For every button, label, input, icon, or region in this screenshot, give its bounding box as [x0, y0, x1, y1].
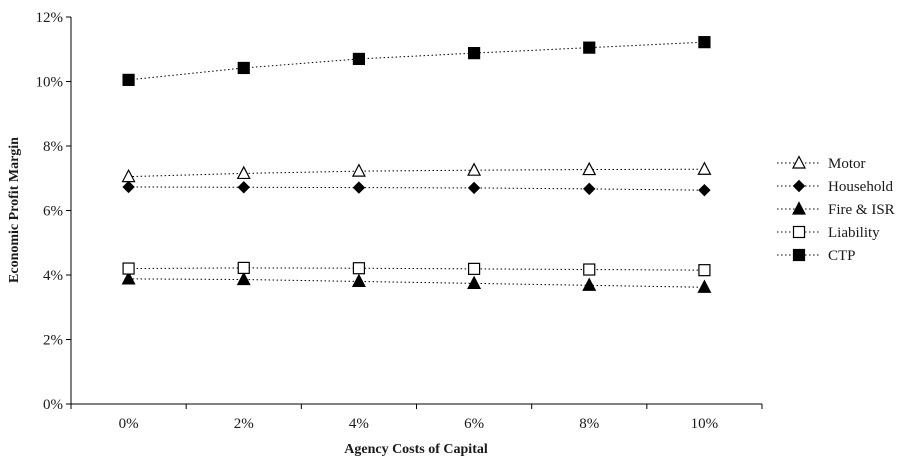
series-layer: [121, 36, 712, 293]
axes: 0% 2% 4% 6% 8% 10% 12% 0% 2% 4% 6% 8% 10%: [36, 10, 763, 432]
legend-item: Liability: [777, 225, 880, 241]
data-point: [792, 225, 806, 239]
legend-item: Motor: [777, 155, 866, 172]
data-point: [352, 181, 366, 194]
data-point: [467, 47, 481, 60]
data-point: [467, 275, 482, 289]
y-tick-label: 6%: [43, 204, 63, 220]
legend-item: Household: [777, 179, 893, 195]
data-point: [122, 73, 135, 86]
y-tick-label: 2%: [43, 333, 63, 349]
data-point: [792, 201, 806, 215]
series-ctp: [122, 36, 711, 86]
series-liability: [122, 261, 711, 277]
legend-label: Fire & ISR: [828, 202, 895, 218]
y-axis-title: Economic Profit Margin: [7, 137, 22, 283]
data-point: [698, 264, 711, 277]
data-point: [236, 165, 251, 180]
data-point: [467, 181, 481, 195]
data-point: [467, 262, 481, 275]
x-tick-label: 8%: [579, 416, 599, 432]
data-point: [121, 271, 136, 285]
legend-label: CTP: [828, 248, 856, 264]
y-tick-label: 0%: [43, 397, 63, 413]
data-point: [583, 41, 596, 54]
legend: Motor Household Fire & ISR Liability CTP: [777, 155, 895, 264]
data-point: [236, 271, 251, 286]
legend-label: Liability: [828, 225, 880, 241]
data-point: [467, 162, 482, 176]
x-tick-label: 0%: [119, 416, 139, 432]
y-tick-label: 10%: [36, 75, 64, 91]
data-point: [792, 155, 806, 169]
data-point: [697, 279, 712, 293]
legend-item: Fire & ISR: [777, 201, 895, 218]
data-point: [121, 168, 136, 183]
y-tick-label: 8%: [43, 139, 63, 155]
data-point: [698, 183, 711, 197]
data-point: [352, 52, 366, 66]
data-point: [237, 61, 250, 75]
legend-label: Motor: [828, 156, 866, 172]
data-point: [792, 179, 806, 193]
series-fire-isr: [121, 271, 712, 293]
data-point: [352, 262, 366, 275]
series-line: [128, 186, 705, 191]
data-point: [582, 161, 597, 176]
data-point: [698, 36, 711, 49]
data-point: [351, 273, 366, 288]
y-tick-label: 4%: [43, 268, 63, 284]
legend-label: Household: [828, 179, 893, 195]
x-tick-label: 6%: [464, 416, 484, 432]
data-point: [792, 248, 806, 262]
series-line: [128, 41, 705, 81]
data-point: [122, 180, 135, 194]
x-tick-label: 10%: [691, 416, 719, 432]
x-axis-title: Agency Costs of Capital: [344, 442, 488, 457]
series-line: [128, 168, 705, 178]
series-motor: [121, 161, 712, 183]
data-point: [697, 161, 712, 175]
data-point: [582, 277, 597, 291]
series-household: [122, 180, 711, 197]
series-line: [128, 267, 705, 271]
y-tick-label: 12%: [36, 10, 64, 26]
data-point: [237, 181, 250, 194]
x-tick-label: 4%: [349, 416, 369, 432]
data-point: [351, 163, 366, 177]
data-point: [237, 261, 250, 275]
x-tick-label: 2%: [234, 416, 254, 432]
data-point: [583, 263, 596, 276]
data-point: [122, 262, 135, 275]
legend-item: CTP: [777, 248, 856, 264]
series-line: [128, 278, 705, 288]
data-point: [583, 182, 596, 196]
